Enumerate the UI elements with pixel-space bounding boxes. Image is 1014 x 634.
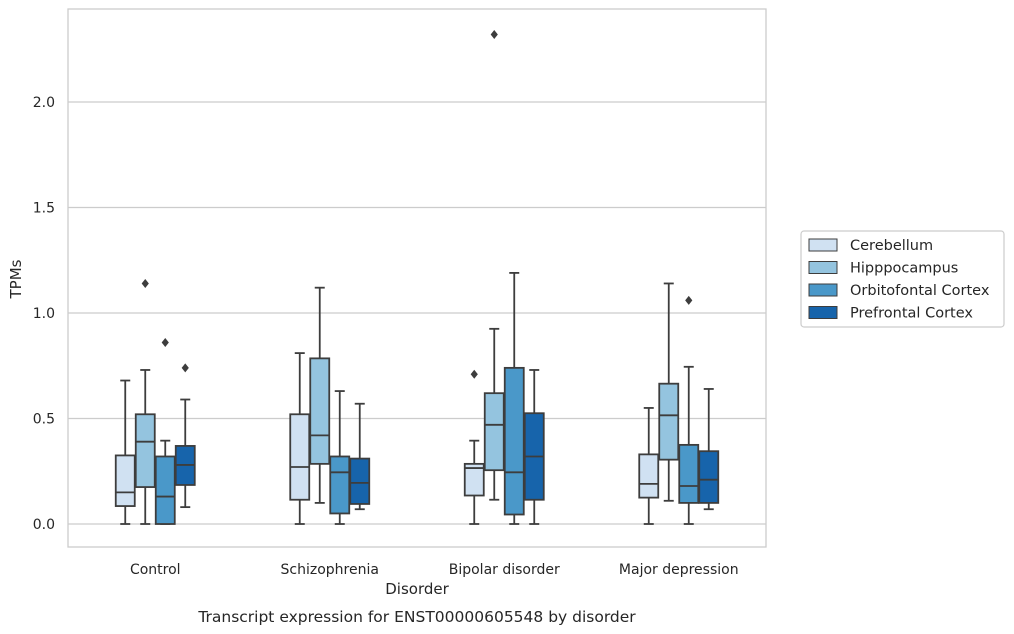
y-tick-label: 2.0 [33,95,55,111]
legend-swatch [808,261,838,274]
legend-label: Hipppocampus [850,261,958,277]
y-tick-label: 1.5 [33,201,55,217]
box-body [503,366,525,516]
outlier-point [490,29,498,39]
chart-caption: Transcript expression for ENST0000060554… [197,608,636,626]
box-body [329,455,351,515]
legend-box [800,230,1005,328]
y-axis-label: TPMs [7,259,25,299]
box-orbitofontal-cortex [678,295,700,525]
legend-swatch [808,238,838,252]
outlier-point [685,295,693,305]
outlier-point [161,338,169,348]
box-cerebellum [638,407,660,525]
box-body [463,462,485,497]
y-tick-label: 0.5 [33,412,55,428]
box-hipppocampus [483,29,505,501]
box-body [289,413,311,501]
box-hipppocampus [658,282,680,502]
box-body [678,443,700,504]
legend-label: Orbitofontal Cortex [850,283,990,299]
outlier-point [181,363,189,373]
box-hipppocampus [134,278,156,525]
x-tick-label: Major depression [619,562,739,578]
box-body [638,453,660,499]
legend-label: Prefrontal Cortex [850,306,973,322]
box-body [309,357,331,465]
box-cerebellum [289,352,311,525]
box-orbitofontal-cortex [154,338,176,525]
box-body [349,457,371,505]
box-prefrontal-cortex [698,388,720,511]
legend: Cerebellum Hipppocampus Orbitofontal Corte… [800,230,1005,328]
plot-frame [67,8,767,548]
y-tick-label: 0.0 [33,517,55,533]
x-tick-label: Bipolar disorder [449,562,560,578]
box-hipppocampus [309,286,331,504]
box-body [483,392,505,472]
legend-label: Cerebellum [850,238,933,254]
box-cerebellum [463,369,485,525]
x-tick-label: Control [130,562,181,578]
box-prefrontal-cortex [174,363,196,509]
y-tick-label: 1.0 [33,306,55,322]
box-prefrontal-cortex [523,369,545,525]
x-tick-label: Schizophrenia [281,562,379,578]
x-axis-label: Disorder [385,580,449,598]
outlier-point [141,278,149,288]
outlier-point [470,369,478,379]
box-body [698,450,720,504]
box-orbitofontal-cortex [329,390,351,525]
box-orbitofontal-cortex [503,272,525,525]
x-tick-labels: Control Schizophrenia Bipolar disorder Majo… [130,562,739,578]
box-groups [114,29,720,525]
legend-swatch [808,306,838,319]
box-body [658,382,680,461]
y-tick-labels: 0.0 0.5 1.0 1.5 2.0 [33,95,55,533]
legend-swatch [808,283,838,297]
box-body [134,413,156,488]
box-prefrontal-cortex [349,402,371,511]
box-cerebellum [114,379,136,525]
box-body [154,455,176,525]
box-body [114,454,136,507]
